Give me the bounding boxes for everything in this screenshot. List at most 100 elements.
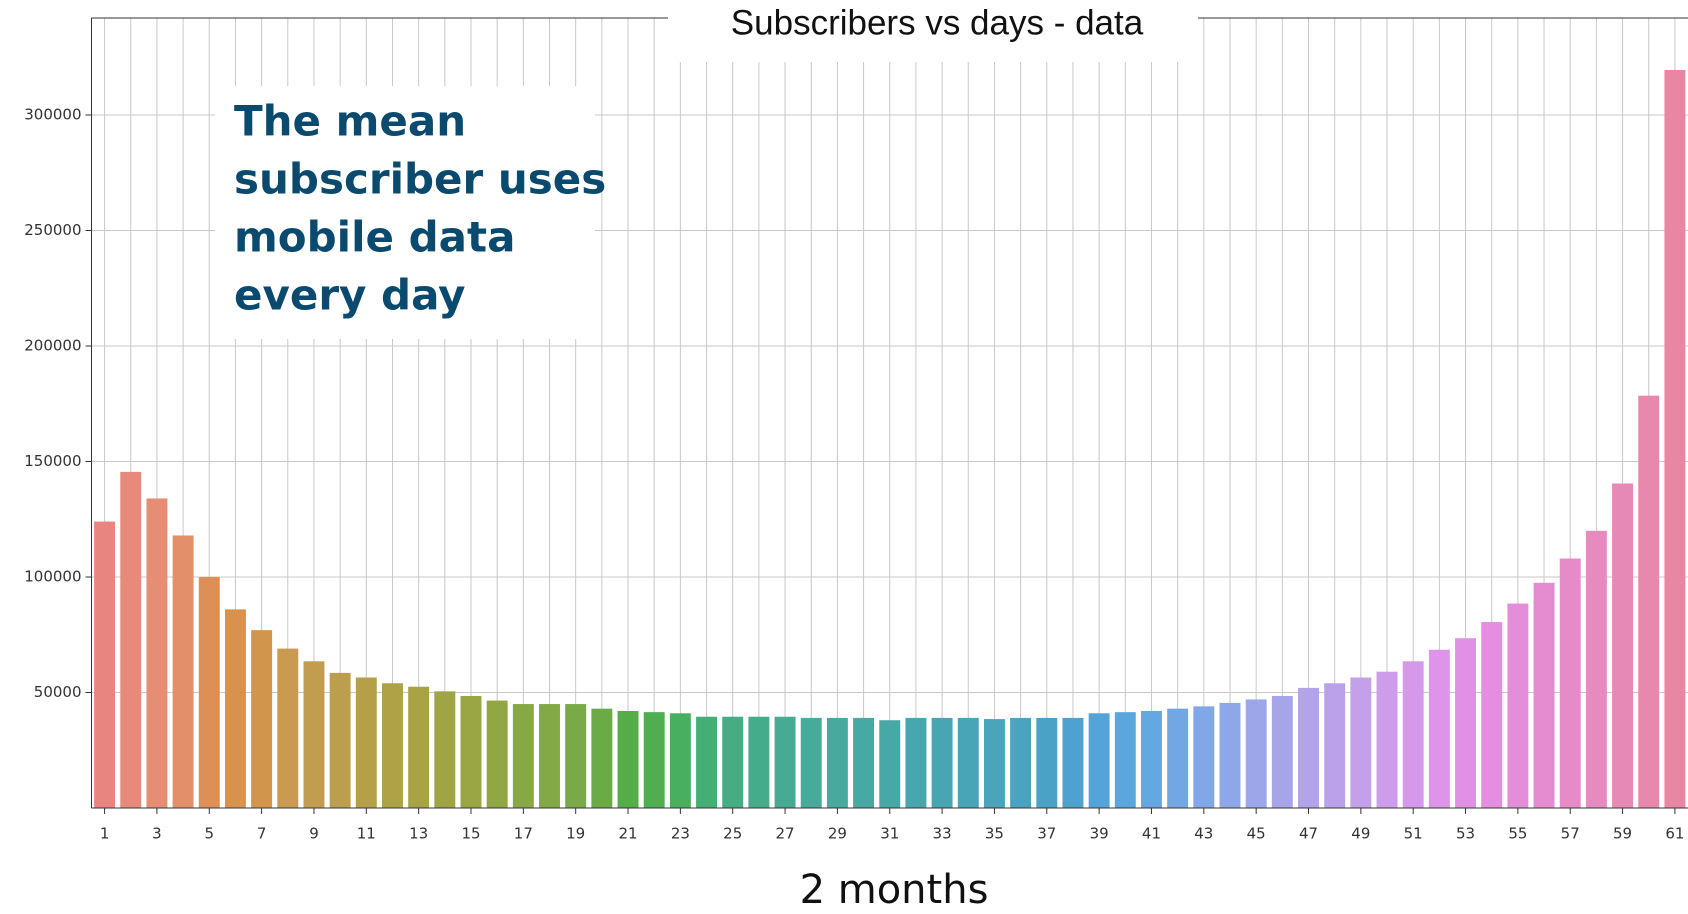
annotation-line: The mean [234, 97, 466, 146]
bar [748, 716, 770, 808]
x-tick-label: 7 [257, 825, 267, 843]
bar [1114, 712, 1136, 808]
bar [1298, 687, 1319, 808]
annotation-line: every day [234, 271, 466, 320]
x-tick-label: 25 [723, 825, 742, 843]
bar [224, 609, 246, 808]
bar [1402, 661, 1424, 808]
bar [931, 717, 953, 808]
bar [382, 683, 403, 808]
x-tick-label: 13 [409, 825, 428, 843]
x-tick-label: 33 [933, 825, 952, 843]
x-tick-label: 37 [1037, 825, 1056, 843]
bar [826, 717, 848, 808]
bar [1010, 717, 1032, 808]
bar [1559, 558, 1581, 808]
y-tick-label: 250000 [24, 221, 81, 239]
bar [198, 577, 220, 808]
bar [303, 661, 325, 808]
x-tick-label: 19 [566, 825, 585, 843]
bar [1455, 638, 1477, 808]
bar [1219, 702, 1241, 808]
bar [120, 471, 142, 808]
x-tick-label: 23 [671, 825, 690, 843]
x-tick-label: 61 [1665, 825, 1684, 843]
x-tick-label: 55 [1508, 825, 1527, 843]
x-tick-label: 21 [618, 825, 637, 843]
x-tick-label: 53 [1456, 825, 1475, 843]
bar [1062, 717, 1084, 808]
x-tick-label: 39 [1090, 825, 1109, 843]
bar [408, 686, 430, 808]
y-tick-label: 300000 [24, 106, 81, 124]
bar [957, 717, 979, 808]
bar [983, 719, 1005, 808]
x-tick-label: 1 [100, 825, 110, 843]
bar [251, 630, 273, 808]
bar [617, 710, 639, 808]
bar [539, 704, 560, 808]
x-tick-label: 35 [985, 825, 1004, 843]
x-tick-label: 41 [1142, 825, 1161, 843]
bar [1350, 677, 1372, 808]
bar [1141, 710, 1162, 808]
y-tick-label: 50000 [34, 683, 82, 701]
x-tick-label: 43 [1194, 825, 1213, 843]
bar [1428, 649, 1450, 808]
bar [1612, 483, 1634, 808]
annotation-background [215, 86, 595, 339]
bar [800, 717, 822, 808]
bar [565, 704, 587, 808]
annotation-line: mobile data [234, 213, 515, 262]
bar [643, 712, 665, 808]
bar [879, 720, 901, 808]
x-axis-label: 2 months [800, 867, 989, 913]
bar [434, 691, 456, 808]
y-tick-label: 100000 [24, 568, 81, 586]
x-tick-label: 51 [1404, 825, 1423, 843]
x-tick-label: 9 [309, 825, 319, 843]
bar [277, 648, 299, 808]
x-tick-label: 29 [828, 825, 847, 843]
bar [591, 708, 613, 808]
bar [1245, 699, 1267, 808]
bar [172, 535, 194, 808]
x-tick-label: 45 [1247, 825, 1266, 843]
bar [1585, 530, 1607, 808]
bar [329, 672, 351, 808]
x-tick-label: 11 [357, 825, 376, 843]
bar [1036, 717, 1058, 808]
bar [669, 713, 691, 808]
bar [94, 521, 116, 808]
y-tick-label: 150000 [24, 452, 81, 470]
bar [1533, 582, 1555, 808]
x-tick-label: 17 [514, 825, 533, 843]
x-tick-label: 57 [1561, 825, 1580, 843]
bar [1271, 695, 1293, 808]
x-tick-label: 59 [1613, 825, 1632, 843]
bar [1507, 603, 1529, 808]
bar [774, 716, 796, 808]
bar [1324, 683, 1346, 808]
bar [1088, 713, 1110, 808]
bar [905, 717, 927, 808]
chart-title: Subscribers vs days - data [731, 3, 1144, 42]
bar [1638, 395, 1660, 808]
x-tick-label: 31 [880, 825, 899, 843]
annotation-line: subscriber uses [234, 155, 606, 204]
x-tick-label: 47 [1299, 825, 1318, 843]
y-tick-label: 200000 [24, 337, 81, 355]
x-tick-label: 27 [776, 825, 795, 843]
bar [1664, 69, 1686, 808]
title-background [668, 0, 1198, 62]
bar [486, 700, 508, 808]
bar [355, 677, 377, 808]
bar [1193, 706, 1215, 808]
bar [853, 717, 875, 808]
bar [722, 716, 744, 808]
bar [512, 704, 534, 808]
x-tick-label: 5 [205, 825, 215, 843]
bar [1481, 622, 1503, 808]
